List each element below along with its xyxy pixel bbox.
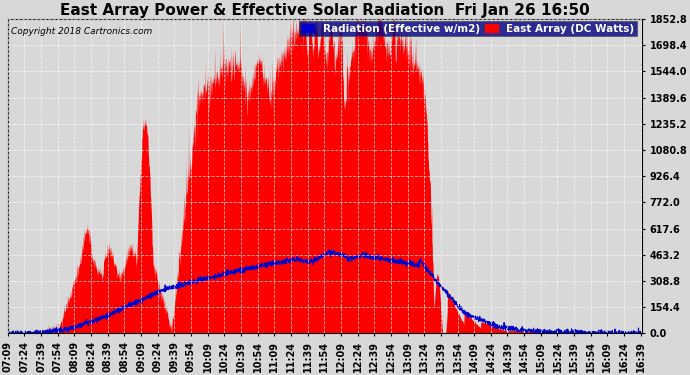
- Legend: Radiation (Effective w/m2), East Array (DC Watts): Radiation (Effective w/m2), East Array (…: [299, 21, 637, 36]
- Text: Copyright 2018 Cartronics.com: Copyright 2018 Cartronics.com: [11, 27, 152, 36]
- Title: East Array Power & Effective Solar Radiation  Fri Jan 26 16:50: East Array Power & Effective Solar Radia…: [60, 3, 590, 18]
